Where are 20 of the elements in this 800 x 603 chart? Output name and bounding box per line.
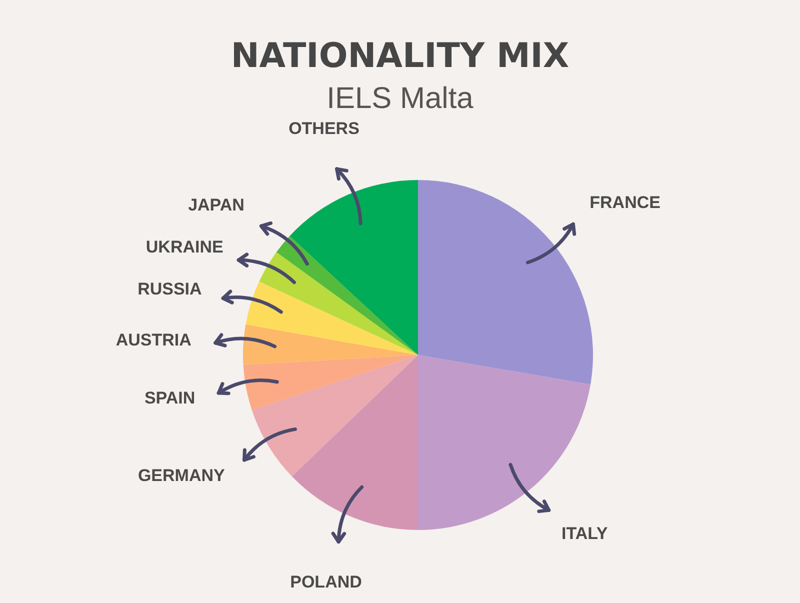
slice-label: RUSSIA <box>138 279 202 298</box>
pie-slice <box>292 355 418 530</box>
slice-label: ITALY <box>561 524 608 544</box>
pie-slice <box>290 180 418 355</box>
chart-title: NATIONALITY MIX <box>230 36 570 76</box>
slice-label: SPAIN <box>144 388 196 408</box>
pie-slice <box>243 324 418 365</box>
slice-label: AUSTRIA <box>116 330 192 350</box>
slice-label: OTHERS <box>288 119 360 138</box>
chart-subtitle: IELS Malta <box>326 82 474 115</box>
slice-label: UKRAINE <box>146 237 224 256</box>
pie-slice <box>259 252 418 355</box>
slice-label: POLAND <box>290 572 362 592</box>
slice-label: JAPAN <box>188 195 244 214</box>
pie-slice <box>252 355 418 476</box>
slice-label: FRANCE <box>590 192 660 212</box>
pie-slice <box>243 355 418 410</box>
pie-slice <box>276 236 418 355</box>
slice-label: GERMANY <box>138 466 226 486</box>
pie-slice <box>246 281 418 355</box>
